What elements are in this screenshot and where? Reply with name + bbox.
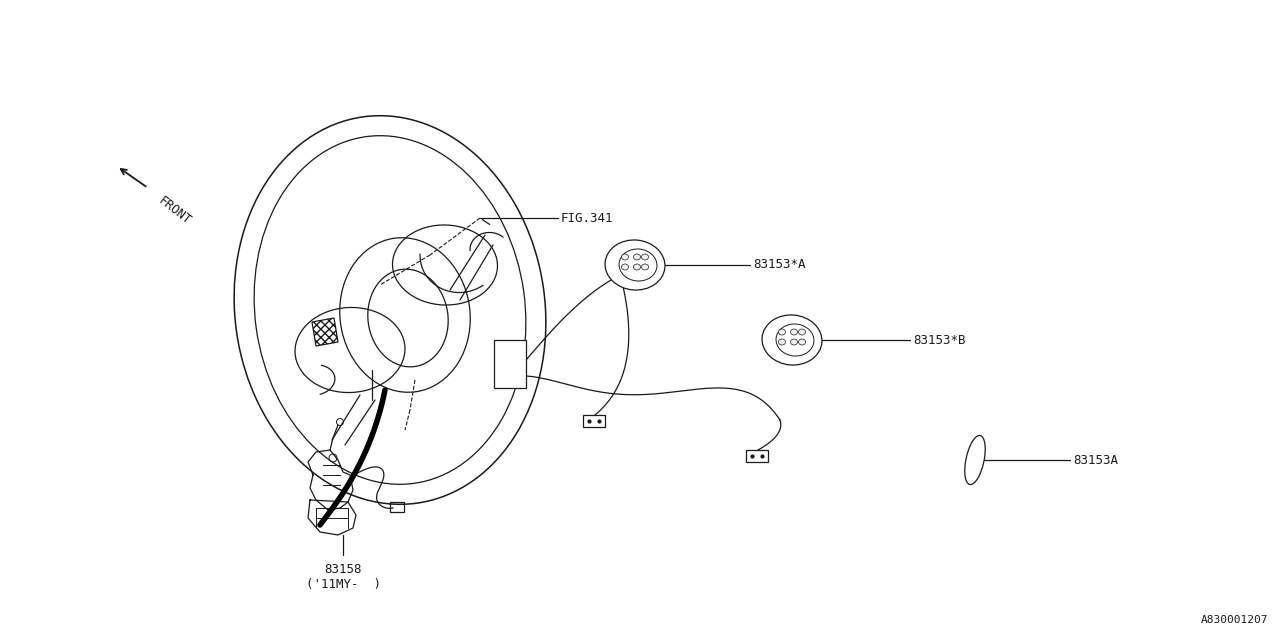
Text: FRONT: FRONT xyxy=(156,194,193,227)
Ellipse shape xyxy=(634,264,640,270)
Ellipse shape xyxy=(605,240,666,290)
Ellipse shape xyxy=(641,254,649,260)
Ellipse shape xyxy=(641,264,649,270)
Ellipse shape xyxy=(791,329,797,335)
Text: 83153A: 83153A xyxy=(1073,454,1117,467)
Bar xyxy=(582,415,605,427)
Ellipse shape xyxy=(799,339,805,345)
Ellipse shape xyxy=(791,339,797,345)
Text: 83153*B: 83153*B xyxy=(913,333,965,346)
Ellipse shape xyxy=(965,435,986,484)
Bar xyxy=(746,450,768,462)
Ellipse shape xyxy=(778,329,786,335)
Bar xyxy=(390,502,404,512)
Bar xyxy=(494,340,526,388)
Ellipse shape xyxy=(622,254,628,260)
Ellipse shape xyxy=(778,339,786,345)
Ellipse shape xyxy=(622,264,628,270)
Ellipse shape xyxy=(799,329,805,335)
Text: 83153*A: 83153*A xyxy=(753,259,805,271)
Text: FIG.341: FIG.341 xyxy=(561,211,613,225)
Ellipse shape xyxy=(634,254,640,260)
Text: ('11MY-  ): ('11MY- ) xyxy=(306,578,380,591)
Polygon shape xyxy=(312,318,338,346)
Ellipse shape xyxy=(762,315,822,365)
Text: A830001207: A830001207 xyxy=(1201,615,1268,625)
Text: 83158: 83158 xyxy=(324,563,362,576)
